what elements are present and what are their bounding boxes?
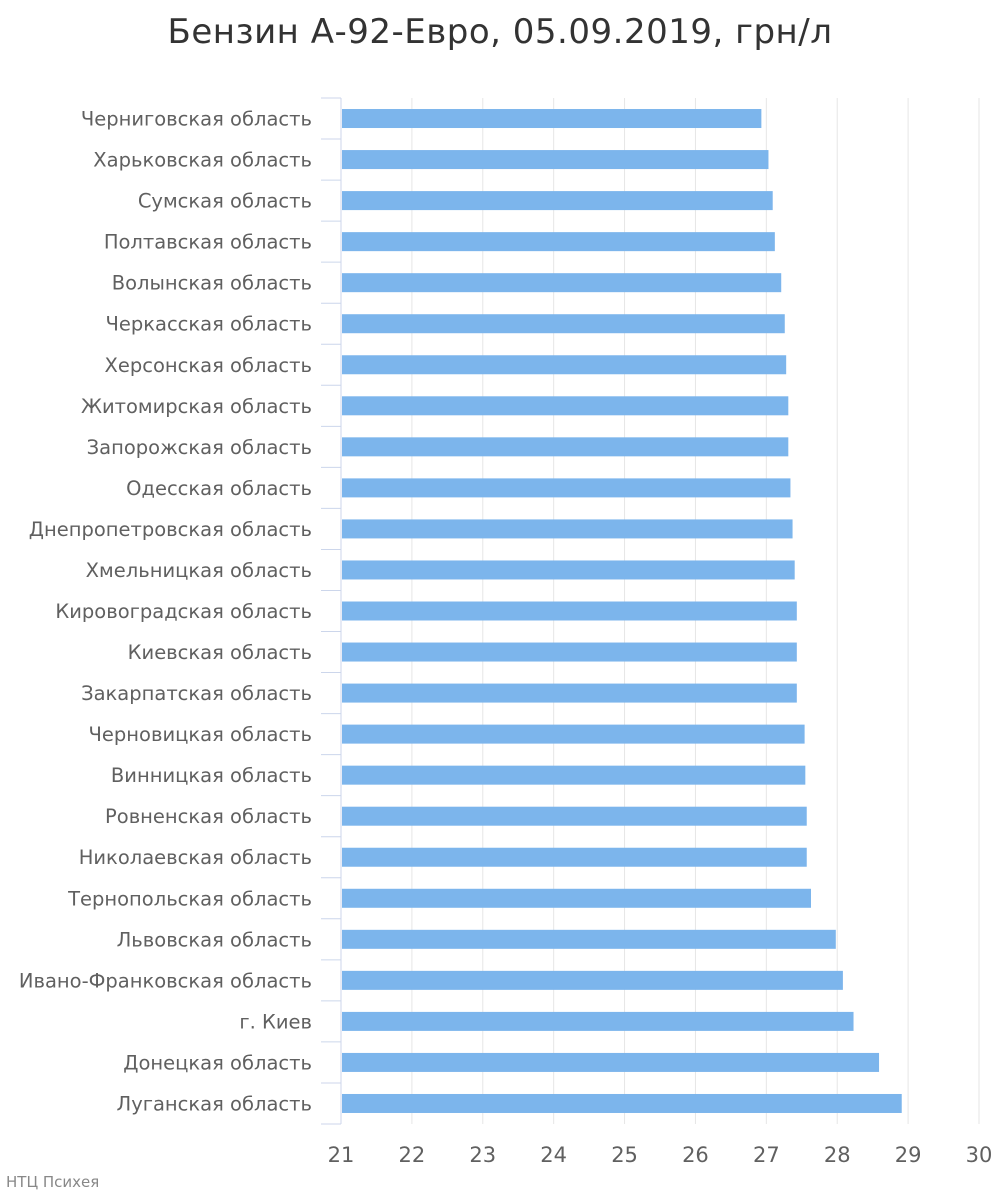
value-axis-labels: 21 22 23 24 25 26 27 28 29 30 [328,1143,993,1167]
category-label-17: Ровненская область [105,805,312,828]
category-label-21: Ивано-Франковская область [19,969,312,992]
bar-9[interactable] [342,478,791,498]
chart-title: Бензин А-92-Евро, 05.09.2019, грн/л [167,12,833,52]
bar-3[interactable] [342,232,775,252]
bar-10[interactable] [342,519,793,539]
tick-label-29: 29 [895,1143,922,1167]
category-label-2: Сумская область [138,190,312,213]
category-label-12: Кировоградская область [55,600,312,623]
bar-16[interactable] [342,765,806,785]
bar-6[interactable] [342,355,787,375]
category-label-15: Черновицкая область [89,723,312,746]
category-label-0: Черниговская область [81,108,312,131]
bar-11[interactable] [342,560,795,580]
bar-8[interactable] [342,437,789,457]
category-label-24: Луганская область [117,1092,312,1115]
bars [342,109,902,1113]
category-label-10: Днепропетровская область [29,518,312,541]
bar-0[interactable] [342,109,762,129]
bar-20[interactable] [342,929,836,949]
category-labels: Черниговская область Харьковская область С… [19,108,312,1116]
tick-label-25: 25 [611,1143,638,1167]
tick-label-21: 21 [328,1143,355,1167]
category-label-22: г. Киев [239,1010,312,1033]
category-axis [321,97,342,1125]
category-label-7: Житомирская область [81,395,312,418]
bar-5[interactable] [342,314,785,334]
tick-label-22: 22 [399,1143,426,1167]
category-label-19: Тернопольская область [67,887,312,910]
bar-21[interactable] [342,970,843,990]
bar-13[interactable] [342,642,797,662]
bar-14[interactable] [342,683,797,703]
bar-23[interactable] [342,1052,880,1072]
bar-15[interactable] [342,724,805,744]
bar-19[interactable] [342,888,811,908]
category-label-3: Полтавская область [104,231,312,254]
bar-1[interactable] [342,150,769,170]
category-label-14: Закарпатская область [81,682,312,705]
bar-7[interactable] [342,396,789,416]
bar-24[interactable] [342,1093,902,1113]
category-label-6: Херсонская область [105,354,312,377]
category-label-20: Львовская область [117,928,312,951]
tick-label-28: 28 [824,1143,851,1167]
tick-label-30: 30 [966,1143,993,1167]
credits-text: НТЦ Психея [6,1173,100,1191]
category-label-16: Винницкая область [111,764,312,787]
category-label-5: Черкасская область [105,313,312,336]
tick-label-23: 23 [469,1143,496,1167]
category-label-8: Запорожская область [87,436,312,459]
category-label-18: Николаевская область [79,846,312,869]
tick-label-27: 27 [753,1143,780,1167]
bar-22[interactable] [342,1011,854,1031]
category-label-13: Киевская область [128,641,312,664]
tick-label-24: 24 [540,1143,567,1167]
category-label-9: Одесская область [126,477,312,500]
category-label-1: Харьковская область [93,149,312,172]
bar-12[interactable] [342,601,797,621]
bar-18[interactable] [342,847,807,867]
category-label-23: Донецкая область [123,1051,312,1074]
category-label-4: Волынская область [112,272,312,295]
bar-2[interactable] [342,191,773,211]
bar-4[interactable] [342,273,782,293]
tick-label-26: 26 [682,1143,709,1167]
bar-17[interactable] [342,806,807,826]
category-label-11: Хмельницкая область [86,559,312,582]
